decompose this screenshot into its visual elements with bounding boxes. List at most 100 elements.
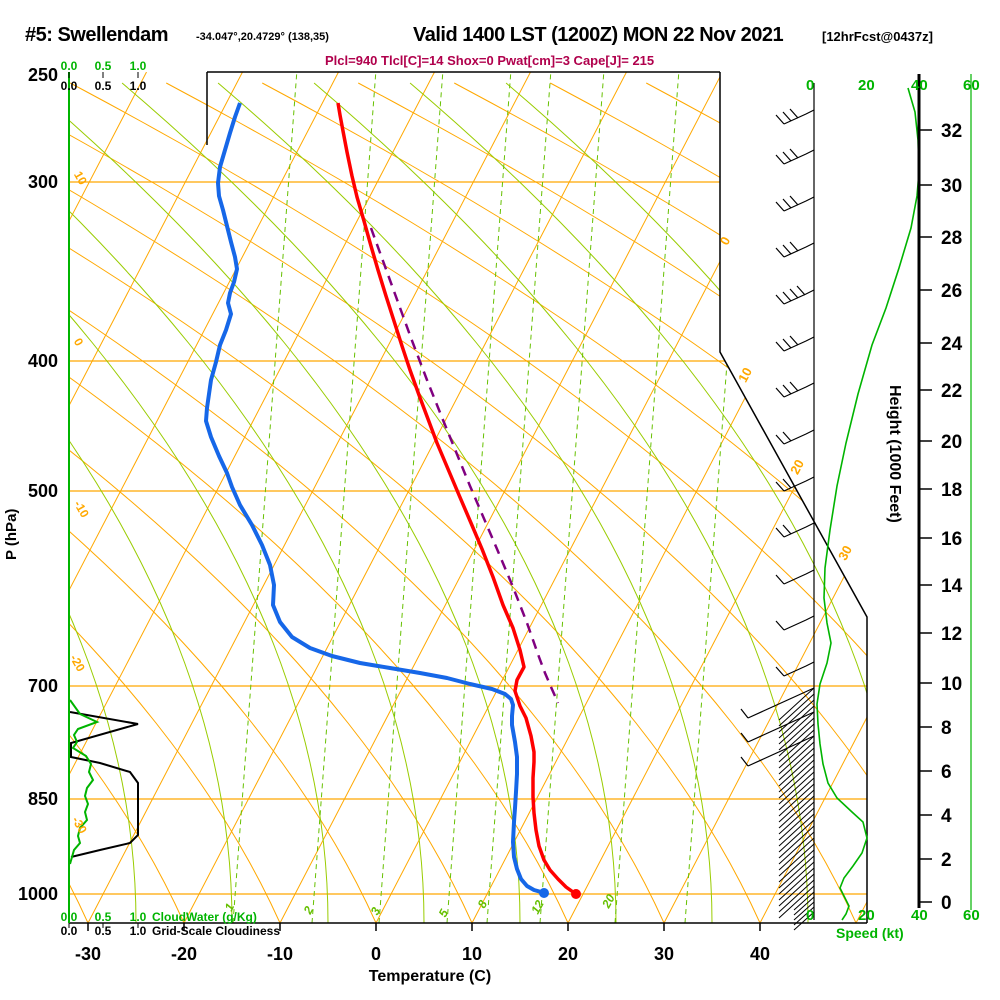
svg-text:-20: -20	[67, 652, 88, 674]
height-axis-title: Height (1000 Feet)	[886, 385, 903, 523]
svg-text:1.0: 1.0	[130, 79, 147, 93]
svg-text:3: 3	[368, 905, 384, 918]
wind-barbs	[740, 83, 815, 931]
station-title: #5: Swellendam	[25, 24, 169, 46]
cloud-scales: 0.00.00.00.00.50.50.50.51.01.01.01.0Clou…	[61, 59, 281, 938]
svg-text:20: 20	[558, 944, 578, 964]
svg-text:700: 700	[28, 676, 58, 696]
dry-adiabats	[69, 82, 867, 923]
wind-speed-curve	[816, 87, 920, 921]
svg-text:20: 20	[858, 77, 875, 94]
station-coords: -34.047°,20.4729° (138,35)	[196, 31, 329, 43]
cloudwater-curve	[69, 699, 100, 865]
surface-dewpoint-dot	[539, 888, 549, 898]
svg-text:14: 14	[941, 576, 963, 597]
svg-text:12: 12	[528, 898, 547, 917]
cloudwater-scale-title: CloudWater (g/Kg)	[152, 910, 257, 924]
svg-text:26: 26	[941, 281, 962, 302]
svg-text:10: 10	[735, 365, 755, 385]
derived-params-line: Plcl=940 Tlcl[C]=14 Shox=0 Pwat[cm]=3 Ca…	[325, 53, 655, 68]
svg-text:-30: -30	[75, 944, 101, 964]
mixing-ratio-lines	[232, 72, 750, 923]
svg-text:5: 5	[436, 907, 452, 920]
svg-text:10: 10	[941, 674, 962, 695]
svg-text:60: 60	[963, 77, 980, 94]
svg-text:0: 0	[717, 234, 734, 247]
svg-text:20: 20	[941, 432, 962, 453]
svg-text:0: 0	[806, 907, 814, 924]
parcel-curve	[369, 227, 560, 704]
dewpoint-curve	[204, 102, 545, 895]
svg-text:850: 850	[28, 789, 58, 809]
speed-axis-title: Speed (kt)	[836, 925, 904, 941]
svg-text:30: 30	[654, 944, 674, 964]
isotherms	[69, 72, 867, 923]
svg-text:10: 10	[462, 944, 482, 964]
cloudiness-curve	[69, 711, 139, 858]
svg-text:60: 60	[963, 907, 980, 924]
svg-text:0: 0	[941, 893, 952, 914]
svg-text:20: 20	[858, 907, 875, 924]
svg-text:0.0: 0.0	[61, 924, 78, 938]
svg-text:0.5: 0.5	[95, 79, 112, 93]
gridline-layers	[69, 72, 867, 923]
svg-text:1.0: 1.0	[130, 924, 147, 938]
svg-text:20: 20	[599, 892, 618, 912]
svg-text:40: 40	[911, 907, 928, 924]
chart-header: #5: Swellendam -34.047°,20.4729° (138,35…	[0, 0, 1000, 68]
dry-adiabat-labels: 100-10-20-30	[67, 169, 92, 837]
svg-text:12: 12	[941, 624, 962, 645]
svg-text:30: 30	[941, 176, 962, 197]
svg-text:4: 4	[941, 806, 952, 827]
svg-text:0.0: 0.0	[61, 59, 78, 73]
svg-text:8: 8	[475, 898, 491, 911]
svg-text:8: 8	[941, 718, 952, 739]
svg-text:22: 22	[941, 381, 962, 402]
svg-text:-10: -10	[71, 498, 92, 520]
svg-text:40: 40	[750, 944, 770, 964]
svg-text:0: 0	[71, 336, 87, 349]
forecast-tag: [12hrFcst@0437z]	[822, 29, 933, 44]
svg-text:-10: -10	[267, 944, 293, 964]
mixing-ratio-labels: 1 2 3 58 12 20	[222, 892, 618, 920]
isotherm-labels: 0 10 20 30	[717, 234, 855, 563]
svg-text:18: 18	[941, 480, 962, 501]
surface-temperature-dot	[571, 889, 581, 899]
svg-text:1.0: 1.0	[130, 59, 147, 73]
svg-text:0.0: 0.0	[61, 910, 78, 924]
svg-text:2: 2	[300, 904, 316, 918]
temperature-axis: -30 -20 -10 0 10 20 30 40 Temperature (C)	[75, 923, 770, 985]
svg-text:0.5: 0.5	[95, 924, 112, 938]
svg-text:-20: -20	[171, 944, 197, 964]
pressure-gridlines	[69, 181, 867, 895]
svg-text:6: 6	[941, 762, 952, 783]
svg-text:40: 40	[911, 77, 928, 94]
pressure-axis-title: P (hPa)	[3, 509, 20, 560]
svg-text:0: 0	[371, 944, 381, 964]
pressure-axis: 250 300 400 500 700 850 1000	[18, 65, 58, 904]
svg-text:1.0: 1.0	[130, 910, 147, 924]
svg-text:400: 400	[28, 351, 58, 371]
svg-text:0: 0	[806, 77, 814, 94]
svg-text:30: 30	[835, 543, 855, 563]
svg-text:10: 10	[71, 169, 90, 188]
svg-text:2: 2	[941, 850, 952, 871]
svg-text:250: 250	[28, 65, 58, 85]
svg-text:0.0: 0.0	[61, 79, 78, 93]
svg-text:16: 16	[941, 529, 962, 550]
svg-text:32: 32	[941, 121, 962, 142]
svg-text:0.5: 0.5	[95, 59, 112, 73]
temperature-axis-title: Temperature (C)	[369, 968, 491, 985]
svg-text:24: 24	[941, 334, 963, 355]
plot-border	[68, 71, 868, 924]
svg-text:28: 28	[941, 228, 962, 249]
svg-text:300: 300	[28, 172, 58, 192]
svg-text:500: 500	[28, 481, 58, 501]
svg-text:1000: 1000	[18, 884, 58, 904]
svg-text:0.5: 0.5	[95, 910, 112, 924]
cloudiness-scale-title: Grid-Scale Cloudiness	[152, 924, 280, 938]
